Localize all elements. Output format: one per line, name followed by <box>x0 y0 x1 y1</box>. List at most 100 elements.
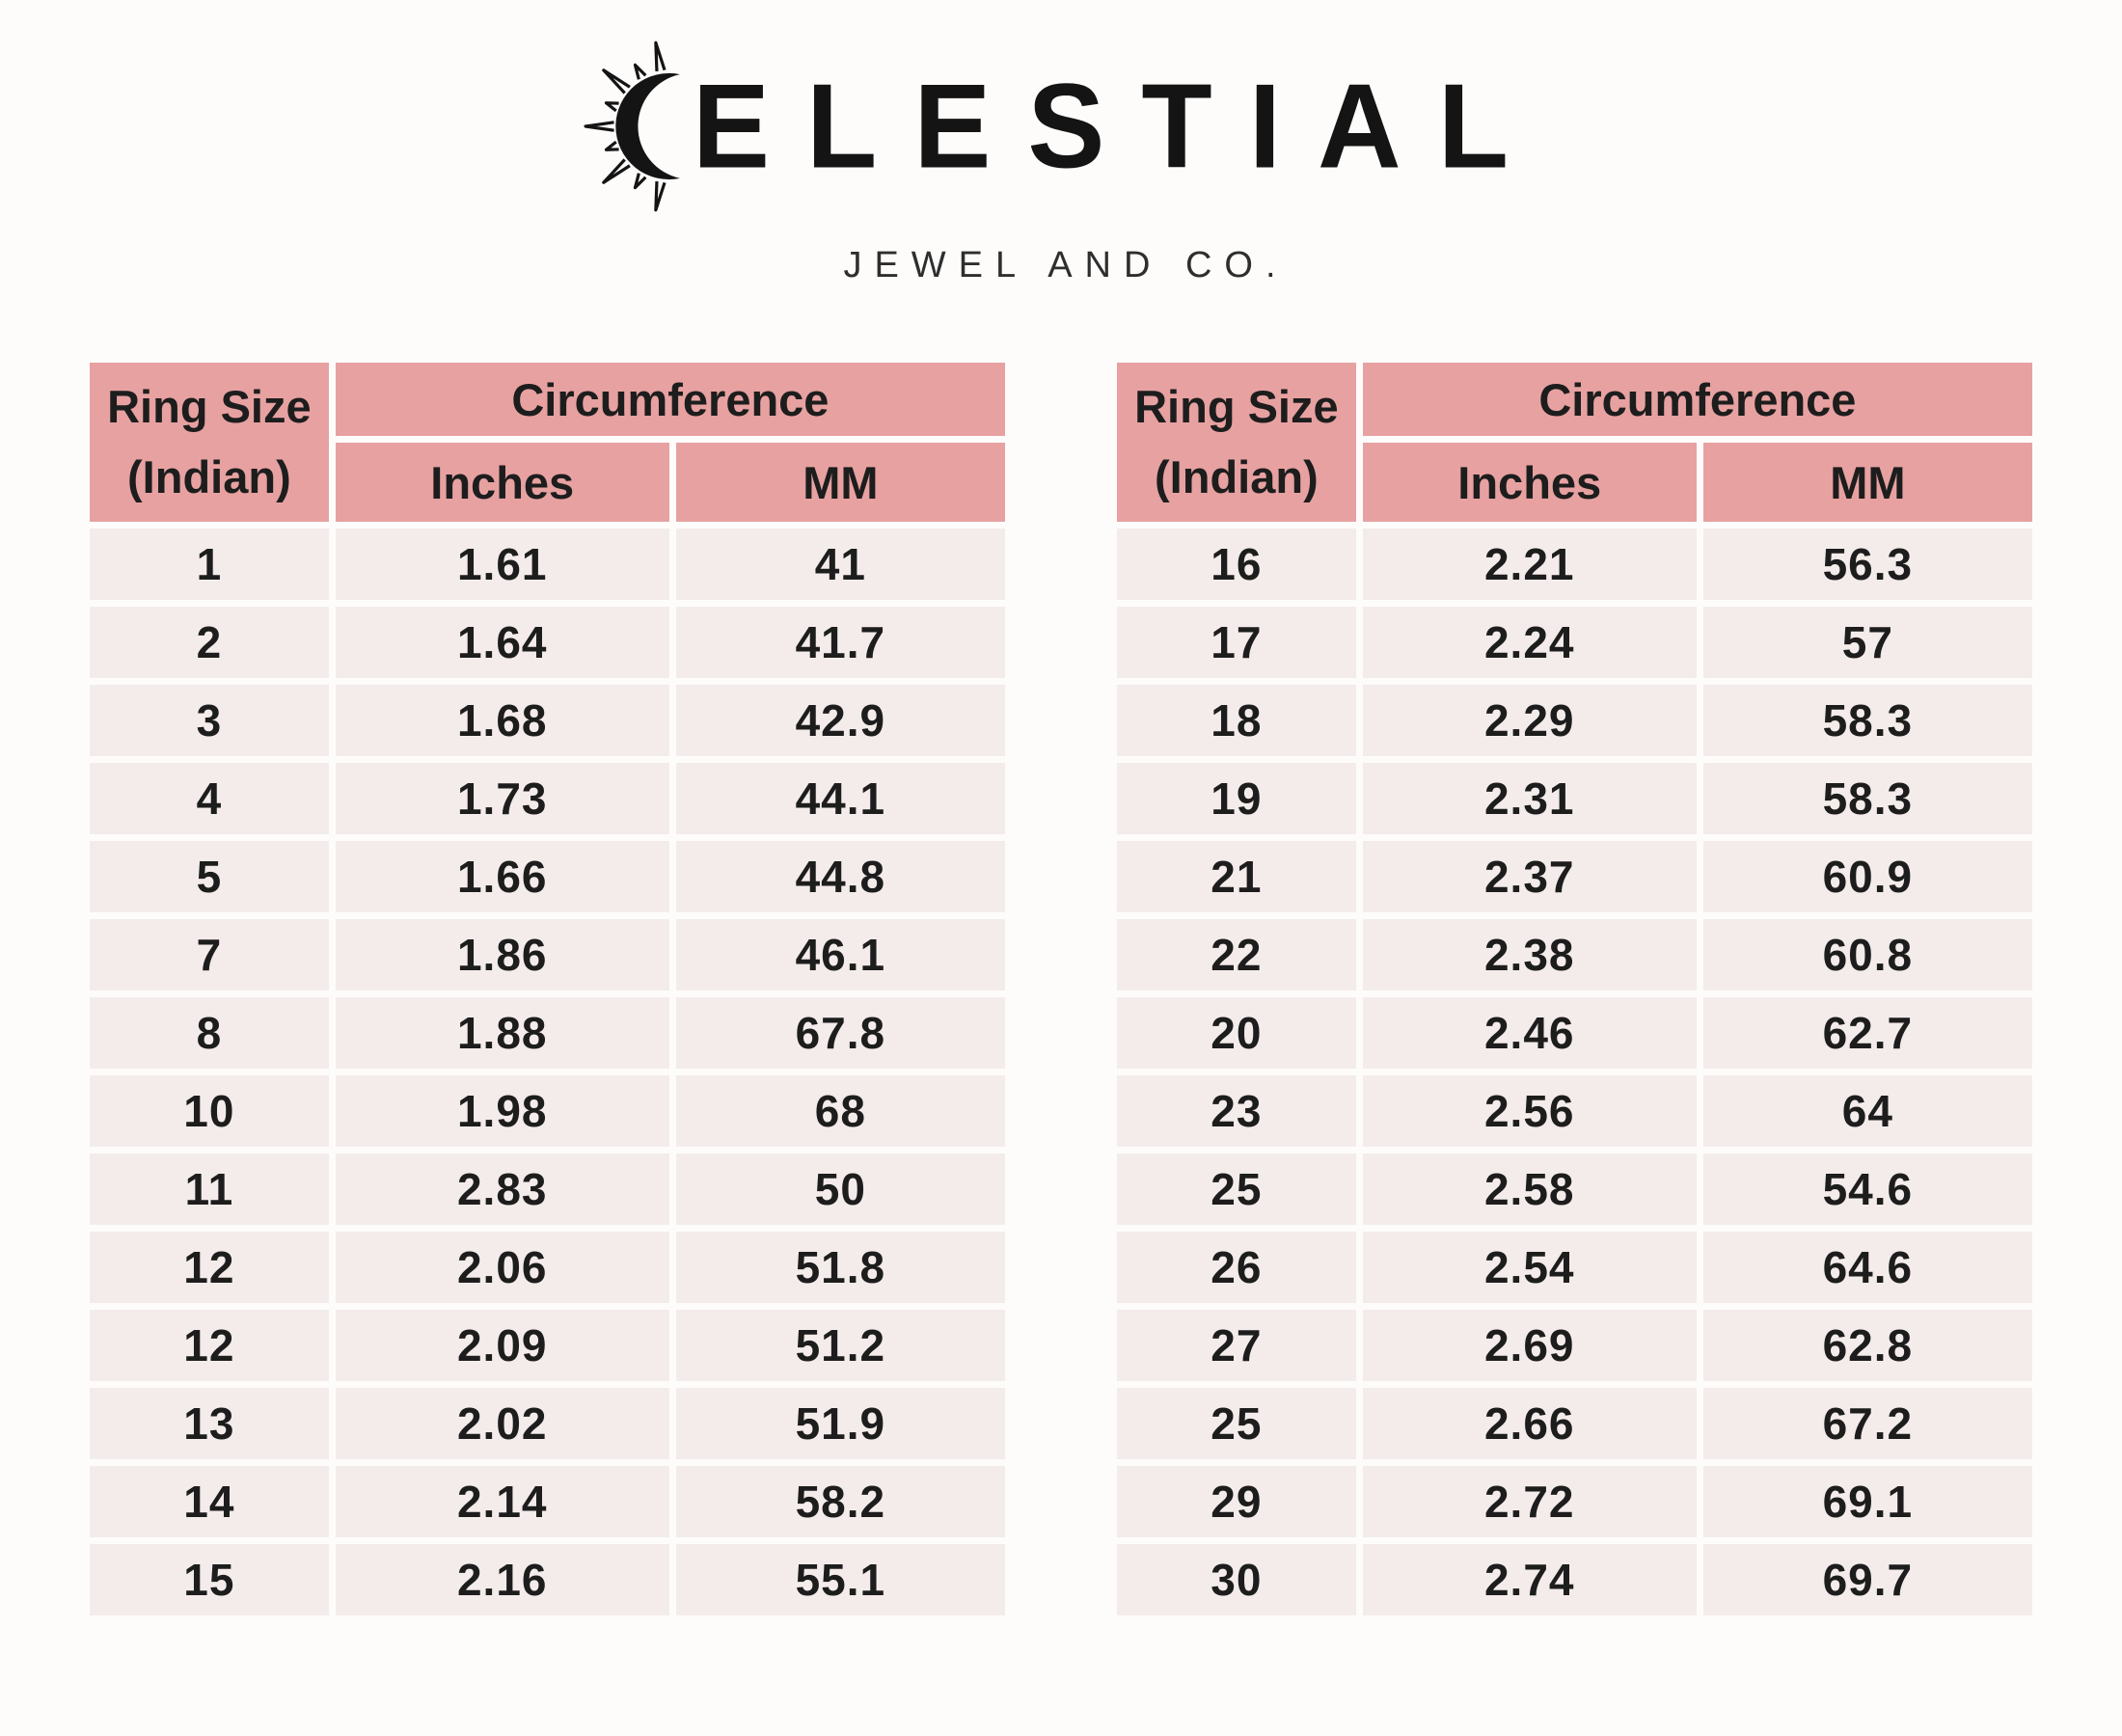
table-row: 15 2.16 55.1 <box>90 1544 1005 1615</box>
mm-cell: 54.6 <box>1702 1153 2032 1225</box>
inches-cell: 2.56 <box>1362 1075 1697 1147</box>
mm-cell: 44.8 <box>675 841 1005 912</box>
table-row: 20 2.46 62.7 <box>1117 997 2032 1069</box>
ring-size-cell: 25 <box>1117 1153 1356 1225</box>
inches-header: Inches <box>1362 443 1697 522</box>
ring-size-cell: 22 <box>1117 919 1356 990</box>
table-row: 12 2.06 51.8 <box>90 1232 1005 1303</box>
ring-size-header: Ring Size (Indian) <box>1117 363 1356 522</box>
inches-cell: 2.38 <box>1362 919 1697 990</box>
table-row: 7 1.86 46.1 <box>90 919 1005 990</box>
table-row: 8 1.88 67.8 <box>90 997 1005 1069</box>
ring-size-cell: 1 <box>90 529 329 600</box>
mm-cell: 44.1 <box>675 763 1005 834</box>
brand-subtitle: JEWEL AND CO. <box>843 245 1289 285</box>
mm-cell: 62.8 <box>1702 1310 2032 1381</box>
table-body: 1 1.61 41 2 1.64 41.7 3 1.68 42.9 4 1.73 44.1 5 1.66 4… <box>90 529 1005 1615</box>
ring-size-cell: 21 <box>1117 841 1356 912</box>
inches-cell: 2.14 <box>335 1466 669 1537</box>
mm-cell: 56.3 <box>1702 529 2032 600</box>
size-tables: Ring Size (Indian) Circumference Inches … <box>0 356 2122 1622</box>
table-header: Ring Size (Indian) Circumference Inches … <box>1117 363 2032 522</box>
ring-size-cell: 14 <box>90 1466 329 1537</box>
table-row: 17 2.24 57 <box>1117 607 2032 678</box>
inches-cell: 1.66 <box>335 841 669 912</box>
ring-size-cell: 10 <box>90 1075 329 1147</box>
mm-cell: 60.8 <box>1702 919 2032 990</box>
table-row: 30 2.74 69.7 <box>1117 1544 2032 1615</box>
inches-cell: 2.46 <box>1362 997 1697 1069</box>
mm-cell: 68 <box>675 1075 1005 1147</box>
mm-cell: 62.7 <box>1702 997 2032 1069</box>
mm-cell: 55.1 <box>675 1544 1005 1615</box>
ring-size-cell: 12 <box>90 1310 329 1381</box>
circumference-header: Circumference <box>1362 363 2032 436</box>
ring-size-header: Ring Size (Indian) <box>90 363 329 522</box>
ring-size-cell: 23 <box>1117 1075 1356 1147</box>
mm-cell: 50 <box>675 1153 1005 1225</box>
circumference-header: Circumference <box>335 363 1005 436</box>
inches-cell: 1.68 <box>335 685 669 756</box>
table-row: 25 2.66 67.2 <box>1117 1388 2032 1459</box>
table-row: 1 1.61 41 <box>90 529 1005 600</box>
ring-size-header-line1: Ring Size <box>1134 380 1339 432</box>
ring-size-cell: 18 <box>1117 685 1356 756</box>
table-row: 2 1.64 41.7 <box>90 607 1005 678</box>
inches-cell: 2.06 <box>335 1232 669 1303</box>
ring-size-cell: 2 <box>90 607 329 678</box>
table-row: 21 2.37 60.9 <box>1117 841 2032 912</box>
ring-size-cell: 8 <box>90 997 329 1069</box>
table-header: Ring Size (Indian) Circumference Inches … <box>90 363 1005 522</box>
ring-size-cell: 3 <box>90 685 329 756</box>
table-row: 16 2.21 56.3 <box>1117 529 2032 600</box>
ring-size-cell: 7 <box>90 919 329 990</box>
ring-size-cell: 26 <box>1117 1232 1356 1303</box>
mm-cell: 60.9 <box>1702 841 2032 912</box>
inches-cell: 2.16 <box>335 1544 669 1615</box>
table-row: 23 2.56 64 <box>1117 1075 2032 1147</box>
inches-cell: 1.73 <box>335 763 669 834</box>
table-row: 25 2.58 54.6 <box>1117 1153 2032 1225</box>
ring-size-cell: 29 <box>1117 1466 1356 1537</box>
table-row: 27 2.69 62.8 <box>1117 1310 2032 1381</box>
mm-cell: 58.3 <box>1702 763 2032 834</box>
ring-size-cell: 5 <box>90 841 329 912</box>
inches-cell: 2.69 <box>1362 1310 1697 1381</box>
ring-size-cell: 19 <box>1117 763 1356 834</box>
mm-cell: 41 <box>675 529 1005 600</box>
mm-cell: 64 <box>1702 1075 2032 1147</box>
ring-size-cell: 27 <box>1117 1310 1356 1381</box>
mm-cell: 69.7 <box>1702 1544 2032 1615</box>
inches-cell: 1.61 <box>335 529 669 600</box>
brand-name-text: ELESTIAL <box>692 59 1546 194</box>
inches-cell: 2.83 <box>335 1153 669 1225</box>
inches-cell: 2.72 <box>1362 1466 1697 1537</box>
table-row: 13 2.02 51.9 <box>90 1388 1005 1459</box>
ring-size-header-line2: (Indian) <box>1155 450 1319 502</box>
brand-wordmark: ELESTIAL <box>577 37 1545 216</box>
mm-cell: 51.9 <box>675 1388 1005 1459</box>
table-row: 5 1.66 44.8 <box>90 841 1005 912</box>
ring-size-cell: 4 <box>90 763 329 834</box>
ring-size-cell: 12 <box>90 1232 329 1303</box>
table-row: 11 2.83 50 <box>90 1153 1005 1225</box>
table-row: 18 2.29 58.3 <box>1117 685 2032 756</box>
inches-cell: 2.54 <box>1362 1232 1697 1303</box>
brand-logo: ELESTIAL JEWEL AND CO. <box>0 0 2122 286</box>
ring-size-table-left: Ring Size (Indian) Circumference Inches … <box>83 356 1012 1622</box>
inches-cell: 2.58 <box>1362 1153 1697 1225</box>
table-row: 3 1.68 42.9 <box>90 685 1005 756</box>
mm-cell: 41.7 <box>675 607 1005 678</box>
mm-cell: 67.2 <box>1702 1388 2032 1459</box>
mm-cell: 58.3 <box>1702 685 2032 756</box>
ring-size-cell: 15 <box>90 1544 329 1615</box>
inches-cell: 2.09 <box>335 1310 669 1381</box>
ring-size-cell: 20 <box>1117 997 1356 1069</box>
table-row: 10 1.98 68 <box>90 1075 1005 1147</box>
inches-cell: 1.88 <box>335 997 669 1069</box>
inches-cell: 2.31 <box>1362 763 1697 834</box>
mm-cell: 58.2 <box>675 1466 1005 1537</box>
table-row: 26 2.54 64.6 <box>1117 1232 2032 1303</box>
ring-size-cell: 13 <box>90 1388 329 1459</box>
